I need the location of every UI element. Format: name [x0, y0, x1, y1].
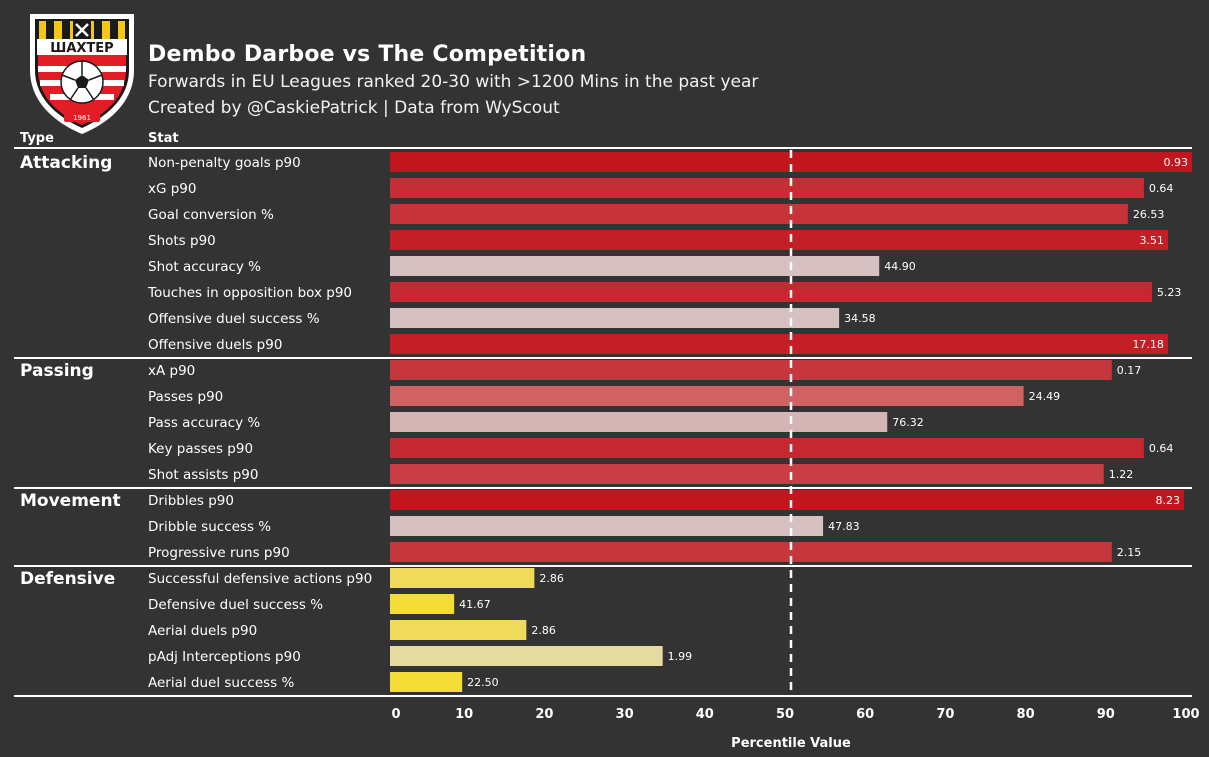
bar-value-label: 0.64: [1149, 182, 1174, 195]
x-tick-label: 60: [856, 707, 874, 722]
bar-value-label: 2.15: [1117, 546, 1142, 559]
logo-year: 1961: [73, 114, 91, 122]
x-tick-label: 80: [1017, 707, 1035, 722]
bar: [390, 386, 1024, 406]
stat-label: xA p90: [148, 363, 195, 379]
bar-value-label: 47.83: [828, 520, 860, 533]
bar: [390, 438, 1144, 458]
x-tick-label: 100: [1172, 707, 1199, 722]
bar: [390, 360, 1112, 380]
bar-value-label: 2.86: [539, 572, 564, 585]
stat-label: Touches in opposition box p90: [147, 285, 352, 301]
stat-label: Defensive duel success %: [148, 597, 323, 613]
bar: [390, 542, 1112, 562]
bar-value-label: 1.99: [668, 650, 693, 663]
club-logo: ШАХТЕР 1961: [30, 14, 134, 134]
bar: [390, 672, 463, 692]
logo-text: ШАХТЕР: [50, 41, 113, 56]
bar-value-label: 22.50: [467, 676, 499, 689]
stat-label: Aerial duels p90: [148, 623, 257, 639]
x-tick-label: 50: [776, 707, 794, 722]
bar: [390, 256, 880, 276]
bar-value-label: 44.90: [884, 260, 916, 273]
stat-label: Shot assists p90: [148, 467, 258, 483]
chart-subtitle: Forwards in EU Leagues ranked 20-30 with…: [148, 72, 759, 92]
bar-value-label: 17.18: [1132, 338, 1164, 351]
stat-label: Pass accuracy %: [148, 415, 260, 431]
bar: [390, 568, 535, 588]
bar-value-label: 34.58: [844, 312, 876, 325]
stat-label: xG p90: [148, 181, 197, 197]
x-tick-label: 0: [391, 707, 400, 722]
stat-label: Offensive duel success %: [148, 311, 320, 327]
stat-label: Shot accuracy %: [148, 259, 261, 275]
stat-label: Successful defensive actions p90: [148, 571, 372, 587]
bar-value-label: 1.22: [1109, 468, 1134, 481]
stat-label: Non-penalty goals p90: [148, 155, 301, 171]
bar: [390, 620, 527, 640]
bar: [390, 334, 1168, 354]
x-tick-label: 10: [455, 707, 473, 722]
bar-value-label: 2.86: [531, 624, 556, 637]
bar: [390, 516, 824, 536]
bar: [390, 308, 840, 328]
stat-label: Passes p90: [148, 389, 223, 405]
stat-label: Key passes p90: [148, 441, 253, 457]
stat-label: Offensive duels p90: [148, 337, 282, 353]
type-column-header: Type: [20, 131, 54, 146]
x-axis-label: Percentile Value: [731, 736, 851, 751]
bar: [390, 178, 1144, 198]
x-tick-label: 90: [1097, 707, 1115, 722]
chart-credit: Created by @CaskiePatrick | Data from Wy…: [148, 98, 560, 118]
bar-value-label: 0.93: [1164, 156, 1189, 169]
group-label: Movement: [20, 491, 121, 511]
bar-value-label: 41.67: [459, 598, 491, 611]
bar-value-label: 8.23: [1155, 494, 1180, 507]
bar-value-label: 0.17: [1117, 364, 1142, 377]
bar: [390, 646, 663, 666]
bar: [390, 594, 455, 614]
group-label: Attacking: [20, 153, 112, 173]
x-tick-label: 40: [696, 707, 714, 722]
bar: [390, 282, 1152, 302]
bar: [390, 230, 1168, 250]
stat-label: Dribble success %: [148, 519, 271, 535]
stat-label: pAdj Interceptions p90: [148, 649, 301, 665]
bar: [390, 464, 1104, 484]
bar: [390, 490, 1184, 510]
stat-label: Goal conversion %: [148, 207, 274, 223]
bar: [390, 152, 1192, 172]
bar-value-label: 24.49: [1029, 390, 1061, 403]
bar-value-label: 5.23: [1157, 286, 1182, 299]
stat-column-header: Stat: [148, 131, 179, 146]
stat-label: Progressive runs p90: [148, 545, 290, 561]
group-label: Passing: [20, 361, 94, 381]
bar-value-label: 0.64: [1149, 442, 1174, 455]
x-tick-label: 30: [616, 707, 634, 722]
bar-value-label: 3.51: [1139, 234, 1164, 247]
bar-value-label: 26.53: [1133, 208, 1165, 221]
x-tick-label: 20: [535, 707, 553, 722]
stat-label: Shots p90: [148, 233, 216, 249]
x-tick-label: 70: [936, 707, 954, 722]
stat-label: Dribbles p90: [148, 493, 234, 509]
stat-label: Aerial duel success %: [148, 675, 294, 691]
chart-title: Dembo Darboe vs The Competition: [148, 42, 587, 67]
group-label: Defensive: [20, 569, 115, 589]
bar-value-label: 76.32: [892, 416, 924, 429]
bar: [390, 204, 1128, 224]
bar: [390, 412, 888, 432]
